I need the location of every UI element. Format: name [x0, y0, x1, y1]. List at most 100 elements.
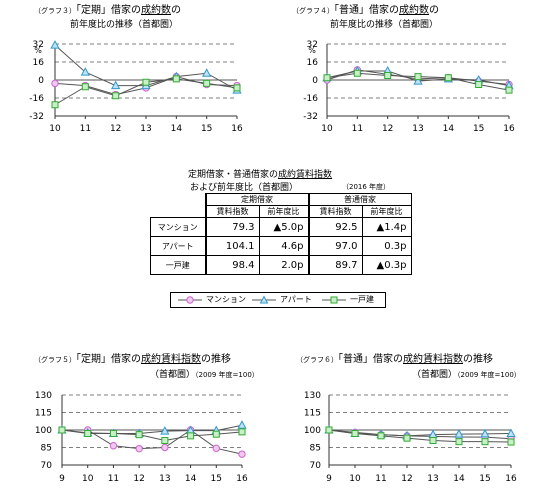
graph6-region: （首都圏） — [412, 370, 458, 380]
point-apartment — [80, 67, 90, 76]
point-house — [112, 92, 120, 100]
x-tick-label: 11 — [352, 124, 363, 134]
point-house — [455, 438, 463, 446]
y-tick-label: 16 — [33, 58, 45, 68]
y-tick-label: 16 — [307, 58, 319, 68]
point-house — [187, 432, 195, 440]
table-title-b: 成約賃料指数 — [278, 170, 333, 180]
x-tick-label: 15 — [479, 474, 490, 484]
x-tick-label: 13 — [427, 474, 438, 484]
x-tick-label: 13 — [412, 124, 423, 134]
legend-marker-apartment — [252, 294, 276, 303]
x-tick-label: 14 — [453, 474, 465, 484]
y-tick-label: -16 — [29, 94, 44, 104]
cell: ▲5.0p — [258, 217, 309, 237]
point-mansion — [161, 443, 169, 452]
y-tick-label: 70 — [310, 461, 322, 471]
y-tick-label: 130 — [304, 391, 321, 401]
legend-item-house: 一戸建 — [321, 294, 374, 305]
graph3-title-b: 成約数 — [141, 5, 171, 16]
graph5-base: （2009 年度=100） — [195, 371, 259, 379]
graph4-title-b: 成約数 — [399, 5, 429, 16]
cell: 97.0 — [307, 236, 363, 256]
graph6-title-a: 「普通」借家の — [338, 354, 403, 365]
x-tick-label: 9 — [59, 474, 65, 484]
y-tick-label: -16 — [303, 94, 318, 104]
graph5-title-a: 「定期」借家の — [76, 354, 141, 365]
table-title-a: 定期借家・普通借家の — [188, 170, 279, 180]
x-tick-label: 14 — [171, 124, 183, 134]
point-house — [351, 430, 359, 437]
point-house — [507, 438, 515, 446]
point-mansion — [135, 444, 143, 453]
point-house — [172, 75, 180, 83]
y-tick-label: 100 — [35, 426, 52, 436]
sub-header: 賃料指数 — [204, 205, 260, 218]
table-title-line1: 定期借家・普通借家の成約賃料指数 — [188, 167, 332, 180]
point-house — [325, 426, 333, 434]
sub-header: 前年度比 — [258, 205, 309, 218]
graph6-base: （2009 年度=100） — [457, 371, 521, 379]
cell: 4.6p — [258, 236, 309, 256]
sub-header: 賃料指数 — [307, 205, 363, 218]
point-mansion — [238, 450, 246, 458]
legend-marker-house — [322, 296, 346, 303]
x-tick-label: 10 — [49, 124, 61, 134]
graph5-title-b: 成約賃料指数 — [141, 354, 201, 365]
series-line-house — [328, 429, 512, 443]
point-house — [444, 74, 452, 82]
legend-label-mansion: マンション — [206, 295, 246, 304]
cell: 98.4 — [204, 255, 260, 275]
y-axis-label: % — [34, 46, 42, 55]
point-house — [161, 437, 169, 444]
point-apartment — [160, 426, 170, 435]
legend-item-apartment: アパート — [251, 294, 312, 305]
graph5-chart: 130 115 100 85 70 9 10 11 12 13 14 15 16 — [35, 391, 248, 484]
graph6-title-c: の推移 — [463, 354, 493, 365]
point-mansion — [51, 79, 59, 88]
point-apartment — [506, 428, 516, 437]
x-tick-label: 10 — [82, 474, 94, 484]
x-tick-label: 12 — [133, 474, 144, 484]
x-tick-label: 15 — [473, 124, 484, 134]
point-mansion — [109, 442, 118, 450]
point-apartment — [454, 429, 464, 438]
y-tick-label: -32 — [303, 112, 318, 122]
point-apartment — [202, 68, 212, 77]
point-house — [353, 69, 361, 77]
y-tick-label: 32 — [307, 40, 318, 50]
point-house — [414, 73, 422, 81]
x-tick-label: 11 — [108, 474, 119, 484]
point-house — [377, 432, 385, 440]
row-label: マンション — [150, 217, 206, 237]
point-house — [323, 74, 331, 82]
graph5-region: （首都圏） — [150, 370, 196, 380]
graph4-prefix: （グラフ４） — [292, 7, 334, 15]
cell: 79.3 — [204, 217, 260, 237]
y-tick-label: 32 — [33, 40, 44, 50]
x-tick-label: 16 — [236, 474, 248, 484]
cell: 104.1 — [204, 236, 260, 256]
graph6-title: （グラフ６）「普通」借家の成約賃料指数の推移 — [296, 354, 493, 366]
graph6-title-b: 成約賃料指数 — [403, 354, 463, 365]
cell: 0.3p — [361, 236, 412, 256]
legend-marker-mansion — [178, 295, 202, 304]
graph3-title: （グラフ３）「定期」借家の成約数の — [34, 5, 181, 17]
point-apartment — [237, 420, 247, 429]
point-mansion — [212, 444, 220, 453]
graph3-title-line2: 前年度比の推移（首都圏） — [70, 20, 179, 30]
point-apartment — [480, 428, 490, 438]
graph6-title-line2: （首都圏）（2009 年度=100） — [412, 369, 521, 381]
point-house — [403, 434, 411, 442]
x-tick-label: 13 — [159, 474, 170, 484]
sub-header: 前年度比 — [361, 205, 412, 218]
graph3-title-c: の — [171, 5, 181, 16]
point-house — [429, 437, 437, 444]
graph6-chart: 130 115 100 85 70 9 10 11 12 13 14 15 16 — [304, 391, 517, 484]
cell: 89.7 — [307, 255, 363, 275]
y-tick-label: 115 — [35, 409, 52, 419]
graph4-title-line2: 前年度比の推移（首都圏） — [330, 20, 439, 30]
point-house — [109, 430, 117, 437]
y-axis-label: % — [308, 46, 316, 55]
point-house — [203, 79, 211, 87]
